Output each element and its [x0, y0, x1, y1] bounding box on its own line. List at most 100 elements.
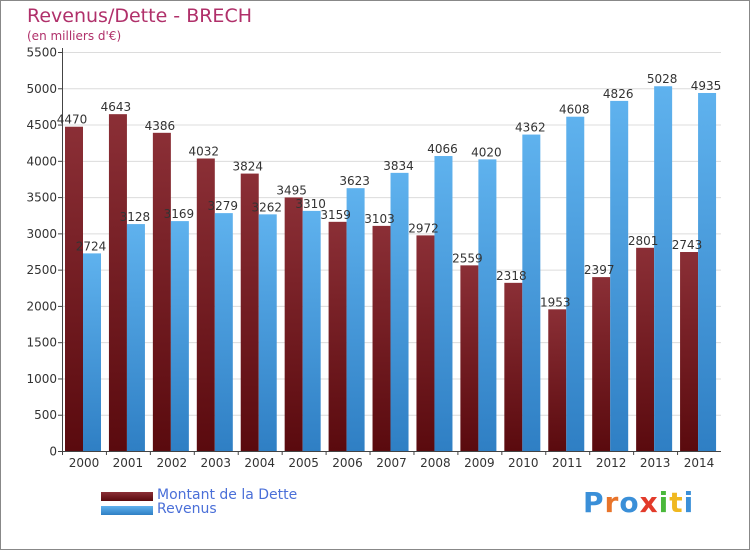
bar-revenus — [434, 156, 453, 451]
data-label-revenus: 3623 — [339, 174, 370, 188]
data-label-dette: 2318 — [496, 269, 527, 283]
legend-label-revenus: Revenus — [157, 501, 217, 517]
x-tick-label: 2000 — [69, 456, 100, 470]
x-tick-label: 2003 — [200, 456, 231, 470]
bar-revenus — [390, 172, 409, 452]
bar-revenus — [170, 221, 189, 451]
y-tick-label: 3000 — [26, 227, 57, 241]
bar-dette — [416, 235, 435, 451]
data-label-revenus: 3310 — [295, 197, 326, 211]
y-tick-label: 1000 — [26, 372, 57, 386]
bar-dette — [284, 197, 303, 451]
chart-subtitle: (en milliers d'€) — [27, 29, 122, 43]
x-tick-label: 2010 — [508, 456, 539, 470]
data-label-dette: 2743 — [672, 238, 703, 252]
data-label-dette: 2397 — [584, 263, 615, 277]
data-label-revenus: 4362 — [515, 121, 546, 135]
x-tick-label: 2008 — [420, 456, 451, 470]
data-label-dette: 4643 — [101, 100, 132, 114]
x-tick-label: 2001 — [113, 456, 144, 470]
logo-letter: r — [604, 486, 620, 519]
x-tick-label: 2012 — [596, 456, 627, 470]
y-tick-label: 500 — [34, 408, 57, 422]
bar-revenus — [522, 134, 541, 451]
y-tick-label: 5000 — [26, 82, 57, 96]
chart-title: Revenus/Dette - BRECH — [27, 5, 252, 27]
bar-dette — [240, 173, 259, 451]
bar-revenus — [654, 86, 673, 451]
legend-swatch-revenus — [101, 506, 153, 515]
x-tick-label: 2007 — [376, 456, 407, 470]
logo-letter: t — [669, 486, 684, 519]
data-label-dette: 4470 — [57, 113, 88, 127]
bar-dette — [65, 126, 83, 452]
data-label-revenus: 3262 — [251, 200, 282, 214]
bar-dette — [152, 132, 171, 451]
data-label-revenus: 3128 — [120, 210, 151, 224]
data-label-dette: 4032 — [189, 144, 220, 158]
bar-revenus — [698, 92, 717, 451]
data-label-dette: 2559 — [452, 251, 483, 265]
bar-dette — [372, 225, 391, 451]
x-tick-label: 2006 — [332, 456, 363, 470]
y-tick-label: 2500 — [26, 263, 57, 277]
bar-revenus — [83, 253, 101, 451]
x-tick-label: 2004 — [244, 456, 275, 470]
x-tick-label: 2013 — [640, 456, 671, 470]
x-tick-label: 2009 — [464, 456, 495, 470]
bar-dette — [680, 252, 699, 451]
data-label-dette: 3495 — [276, 183, 307, 197]
bar-revenus — [302, 210, 321, 451]
bar-revenus — [566, 116, 585, 452]
data-label-dette: 3824 — [232, 160, 263, 174]
data-label-revenus: 4608 — [559, 103, 590, 117]
y-tick-label: 4500 — [26, 118, 57, 132]
logo-letter: o — [619, 486, 640, 519]
data-label-dette: 1953 — [540, 295, 571, 309]
data-label-dette: 3159 — [320, 208, 351, 222]
y-axis: 0 500 1000 1500 2000 2500 3000 3500 4000 4500 5000… — [26, 46, 63, 459]
bar-dette — [636, 247, 655, 451]
logo-letter: i — [658, 486, 670, 519]
x-tick-label: 2005 — [288, 456, 319, 470]
data-label-dette: 4386 — [145, 119, 176, 133]
data-label-revenus: 4020 — [471, 145, 502, 159]
data-label-revenus: 4935 — [691, 79, 722, 93]
bar-revenus — [258, 214, 277, 451]
x-tick-label: 2002 — [157, 456, 188, 470]
x-tick-label: 2011 — [552, 456, 583, 470]
bar-dette — [460, 265, 479, 451]
logo-letter: P — [583, 486, 605, 519]
logo-letter: x — [639, 486, 659, 519]
bar-dette — [328, 221, 347, 451]
legend-swatch-dette — [101, 492, 153, 501]
data-label-revenus: 3169 — [164, 207, 195, 221]
y-tick-label: 3500 — [26, 191, 57, 205]
y-tick-label: 5500 — [26, 46, 57, 60]
bar-dette — [548, 309, 567, 451]
data-label-revenus: 5028 — [647, 72, 678, 86]
data-label-dette: 2801 — [628, 234, 659, 248]
bar-dette — [592, 277, 611, 451]
y-tick-label: 0 — [49, 445, 57, 459]
data-label-dette: 3103 — [364, 212, 395, 226]
bar-revenus — [610, 100, 629, 452]
x-axis: 2000 2001 2002 2003 2004 2005 2006 2007 2008 2009… — [62, 451, 721, 470]
data-label-revenus: 4826 — [603, 87, 634, 101]
data-labels: 4470 2724 4643 3128 4386 3169 4032 3279 3824 3262… — [57, 72, 722, 309]
data-label-revenus: 2724 — [76, 239, 107, 253]
data-label-dette: 2972 — [408, 221, 439, 235]
bar-dette — [108, 114, 127, 452]
logo-letter: i — [683, 486, 695, 519]
bar-revenus — [126, 224, 145, 451]
bar-revenus — [478, 159, 497, 451]
data-label-revenus: 4066 — [427, 142, 458, 156]
legend-label-dette: Montant de la Dette — [157, 487, 298, 503]
bar-dette — [196, 158, 215, 451]
proxiti-logo: Proxiti — [583, 486, 694, 519]
bar-revenus — [346, 188, 365, 451]
y-tick-label: 1500 — [26, 336, 57, 350]
data-label-revenus: 3834 — [383, 159, 414, 173]
y-tick-label: 4000 — [26, 154, 57, 168]
